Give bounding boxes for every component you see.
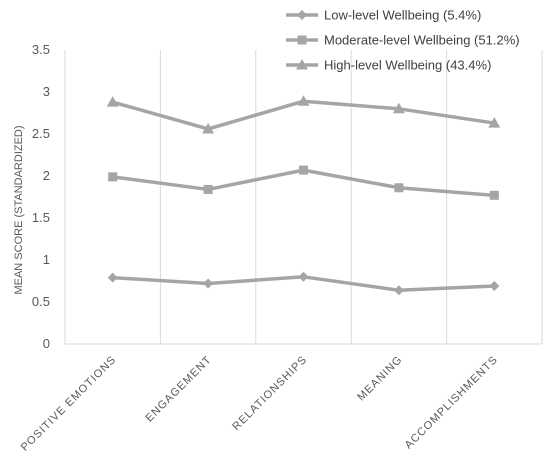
x-tick-label: POSITIVE EMOTIONS	[19, 354, 119, 454]
y-tick-label: 2	[43, 168, 50, 183]
data-point-diamond	[393, 285, 404, 296]
legend-label: High-level Wellbeing (43.4%)	[324, 58, 491, 73]
legend-entry: Moderate-level Wellbeing (51.2%)	[286, 33, 520, 48]
legend: Low-level Wellbeing (5.4%) Moderate-level…	[286, 8, 520, 73]
legend-marker-triangle	[296, 59, 308, 70]
legend-entry: High-level Wellbeing (43.4%)	[286, 58, 491, 73]
y-tick-label: 0	[43, 336, 50, 351]
y-tick-label: 1	[43, 252, 50, 267]
y-tick-labels: 0 0.5 1 1.5 2 2.5 3 3.5	[32, 42, 50, 351]
y-tick-label: 3.5	[32, 42, 50, 57]
axes	[64, 50, 542, 345]
legend-label: Low-level Wellbeing (5.4%)	[324, 8, 481, 23]
data-point-square	[108, 172, 118, 182]
data-point-diamond	[489, 281, 500, 292]
gridlines	[159, 50, 543, 344]
y-tick-label: 0.5	[32, 294, 50, 309]
data-point-square	[489, 190, 499, 200]
x-tick-label: MEANING	[355, 354, 405, 404]
y-axis-title: MEAN SCORE (STANDARDIZED)	[13, 125, 25, 294]
data-point-diamond	[298, 271, 309, 282]
data-point-triangle	[106, 96, 119, 107]
series-square	[108, 165, 499, 200]
legend-marker-square	[297, 35, 307, 45]
x-tick-label: ENGAGEMENT	[143, 354, 214, 425]
data-point-diamond	[107, 272, 118, 283]
data-point-triangle	[202, 122, 215, 134]
y-tick-label: 1.5	[32, 210, 50, 225]
data-point-triangle	[488, 117, 501, 128]
data-point-diamond	[203, 278, 214, 289]
series-group	[106, 95, 501, 296]
y-tick-label: 3	[43, 84, 50, 99]
series-diamond	[107, 271, 500, 296]
x-tick-labels: POSITIVE EMOTIONS ENGAGEMENT RELATIONSHIPS…	[19, 354, 501, 454]
legend-marker-diamond	[297, 10, 307, 20]
x-tick-label: RELATIONSHIPS	[230, 354, 309, 433]
y-tick-label: 2.5	[32, 126, 50, 141]
legend-entry: Low-level Wellbeing (5.4%)	[286, 8, 481, 23]
legend-label: Moderate-level Wellbeing (51.2%)	[324, 33, 520, 48]
data-point-square	[203, 184, 213, 194]
data-point-square	[299, 165, 308, 175]
data-point-triangle	[392, 102, 405, 114]
data-point-square	[394, 183, 404, 193]
x-tick-label: ACCOMPLISHMENTS	[403, 354, 501, 452]
series-triangle	[106, 95, 501, 134]
data-point-triangle	[297, 95, 310, 106]
